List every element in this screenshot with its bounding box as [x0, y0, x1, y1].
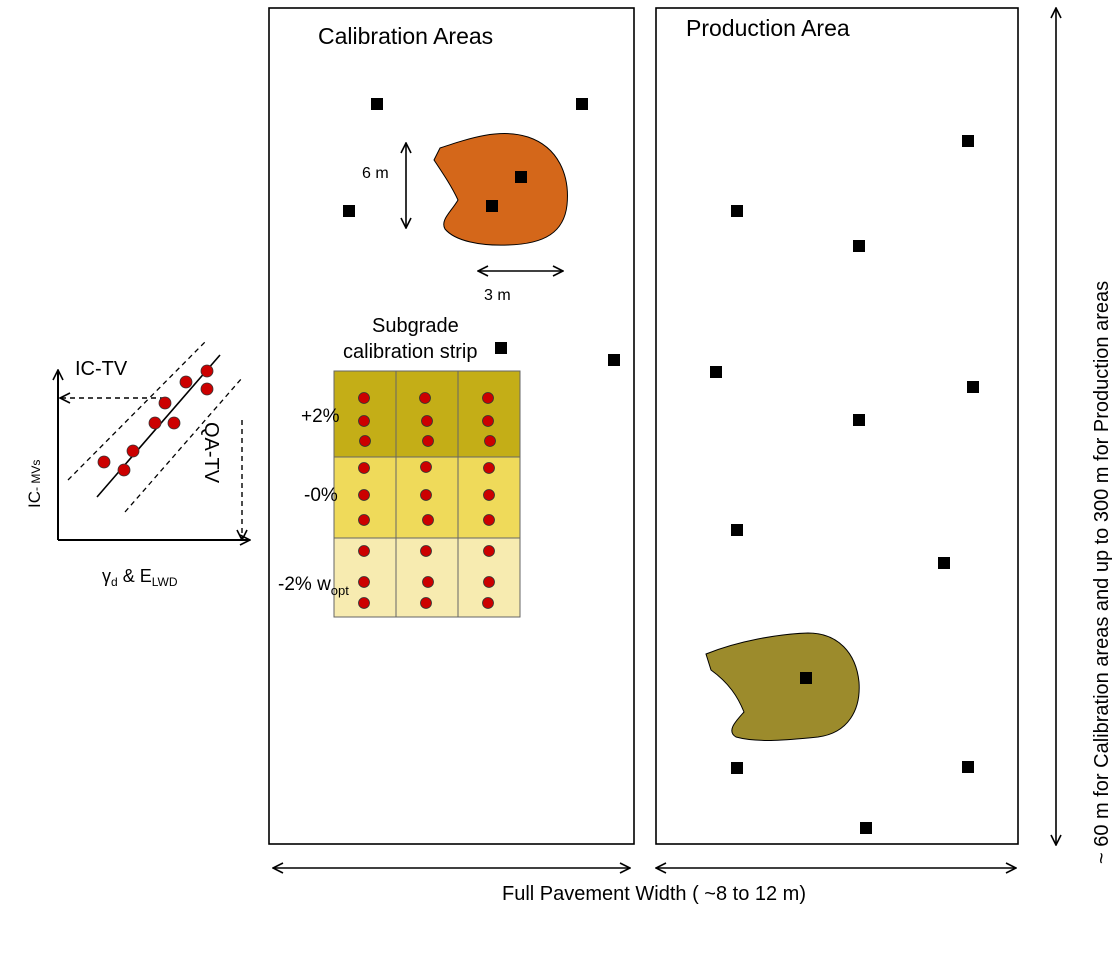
test-point: [608, 354, 620, 366]
measure-dot: [419, 392, 431, 404]
test-point: [853, 240, 865, 252]
test-point: [967, 381, 979, 393]
strip-title-line2: calibration strip: [343, 341, 478, 363]
measure-dot: [358, 392, 370, 404]
qa-tv-label: QA-TV: [200, 422, 222, 484]
vertical-extent-label: ~ 60 m for Calibration areas and up to 3…: [1091, 281, 1113, 864]
test-point: [731, 205, 743, 217]
inset-point: [200, 364, 214, 378]
confidence-band-lower: [124, 377, 243, 513]
strip-row-label-plus2: +2%: [301, 406, 340, 427]
test-point: [938, 557, 950, 569]
test-point: [853, 414, 865, 426]
inset-data-points: [97, 364, 214, 477]
test-point: [371, 98, 383, 110]
measure-dot: [483, 462, 495, 474]
measure-dot: [483, 545, 495, 557]
production-area-blob: [705, 632, 860, 741]
test-point: [495, 342, 507, 354]
regression-inset: IC-TV QA-TV IC- MVs γd & ELWD: [25, 341, 250, 589]
inset-x-axis-label: γd & ELWD: [102, 566, 178, 589]
production-test-points: [710, 135, 979, 834]
measure-dot: [483, 489, 495, 501]
calibration-panel-frame: [268, 7, 635, 845]
measure-dot: [358, 489, 370, 501]
measure-dot: [420, 545, 432, 557]
measure-dot: [483, 514, 495, 526]
inset-point: [179, 375, 193, 389]
inset-point: [200, 382, 214, 396]
measure-dot: [358, 576, 370, 588]
inset-y-axis-label: IC- MVs: [25, 460, 44, 508]
test-point: [515, 171, 527, 183]
calibration-panel: Calibration Areas 6 m 3 m Subgrade calib…: [268, 7, 635, 845]
measure-dot: [358, 415, 370, 427]
test-point: [860, 822, 872, 834]
strip-measure-dots: [358, 392, 496, 609]
calibration-panel-title: Calibration Areas: [318, 23, 493, 49]
inset-point: [158, 396, 172, 410]
inset-point: [117, 463, 131, 477]
inset-point: [126, 444, 140, 458]
measure-dot: [358, 545, 370, 557]
strip-row-label-minus2: -2% wopt: [278, 574, 349, 598]
calibration-area-blob: [433, 133, 568, 246]
calibration-strip: [333, 370, 521, 618]
test-point: [343, 205, 355, 217]
measure-dot: [482, 597, 494, 609]
three-m-label: 3 m: [484, 287, 511, 304]
test-point: [962, 135, 974, 147]
inset-point: [167, 416, 181, 430]
six-m-label: 6 m: [362, 165, 389, 182]
production-panel-title: Production Area: [686, 15, 850, 41]
test-point: [731, 524, 743, 536]
measure-dot: [358, 462, 370, 474]
measure-dot: [483, 576, 495, 588]
inset-point: [97, 455, 111, 469]
measure-dot: [422, 576, 434, 588]
test-point: [962, 761, 974, 773]
test-point: [576, 98, 588, 110]
measure-dot: [484, 435, 496, 447]
inset-point: [148, 416, 162, 430]
measure-dot: [359, 435, 371, 447]
measure-dot: [482, 392, 494, 404]
measure-dot: [422, 435, 434, 447]
test-point: [731, 762, 743, 774]
measure-dot: [358, 597, 370, 609]
measure-dot: [482, 415, 494, 427]
test-point: [800, 672, 812, 684]
test-point: [710, 366, 722, 378]
measure-dot: [420, 489, 432, 501]
measure-dot: [420, 597, 432, 609]
overall-dimensions: Full Pavement Width ( ~8 to 12 m) ~ 60 m…: [273, 8, 1113, 905]
measure-dot: [358, 514, 370, 526]
confidence-band-upper: [67, 341, 206, 481]
production-panel-frame: [655, 7, 1019, 845]
calibration-test-points: [343, 98, 620, 366]
full-width-label: Full Pavement Width ( ~8 to 12 m): [502, 883, 806, 905]
strip-title-line1: Subgrade: [372, 315, 459, 337]
test-point: [486, 200, 498, 212]
measure-dot: [420, 461, 432, 473]
production-panel: Production Area: [655, 7, 1019, 845]
ic-tv-label: IC-TV: [75, 358, 128, 380]
measure-dot: [421, 415, 433, 427]
measure-dot: [422, 514, 434, 526]
strip-row-label-zero: -0%: [304, 485, 338, 506]
